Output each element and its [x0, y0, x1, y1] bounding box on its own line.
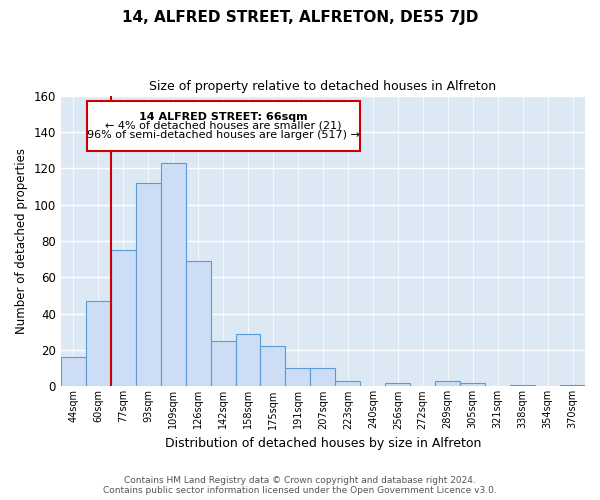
FancyBboxPatch shape [87, 102, 359, 151]
Bar [111, 250, 136, 386]
Bar [310, 368, 335, 386]
Text: 14 ALFRED STREET: 66sqm: 14 ALFRED STREET: 66sqm [139, 112, 308, 122]
Bar [286, 368, 310, 386]
Text: Contains HM Land Registry data © Crown copyright and database right 2024.
Contai: Contains HM Land Registry data © Crown c… [103, 476, 497, 495]
Bar [460, 383, 485, 386]
Bar [185, 261, 211, 386]
Bar [385, 383, 410, 386]
Text: 14, ALFRED STREET, ALFRETON, DE55 7JD: 14, ALFRED STREET, ALFRETON, DE55 7JD [122, 10, 478, 25]
X-axis label: Distribution of detached houses by size in Alfreton: Distribution of detached houses by size … [165, 437, 481, 450]
Bar [260, 346, 286, 387]
Bar [86, 301, 111, 386]
Bar [560, 384, 585, 386]
Bar [211, 341, 236, 386]
Y-axis label: Number of detached properties: Number of detached properties [15, 148, 28, 334]
Bar [510, 384, 535, 386]
Bar [136, 183, 161, 386]
Text: 96% of semi-detached houses are larger (517) →: 96% of semi-detached houses are larger (… [87, 130, 360, 140]
Bar [435, 381, 460, 386]
Bar [161, 163, 185, 386]
Bar [236, 334, 260, 386]
Title: Size of property relative to detached houses in Alfreton: Size of property relative to detached ho… [149, 80, 496, 93]
Bar [335, 381, 361, 386]
Text: ← 4% of detached houses are smaller (21): ← 4% of detached houses are smaller (21) [105, 120, 341, 130]
Bar [61, 358, 86, 386]
